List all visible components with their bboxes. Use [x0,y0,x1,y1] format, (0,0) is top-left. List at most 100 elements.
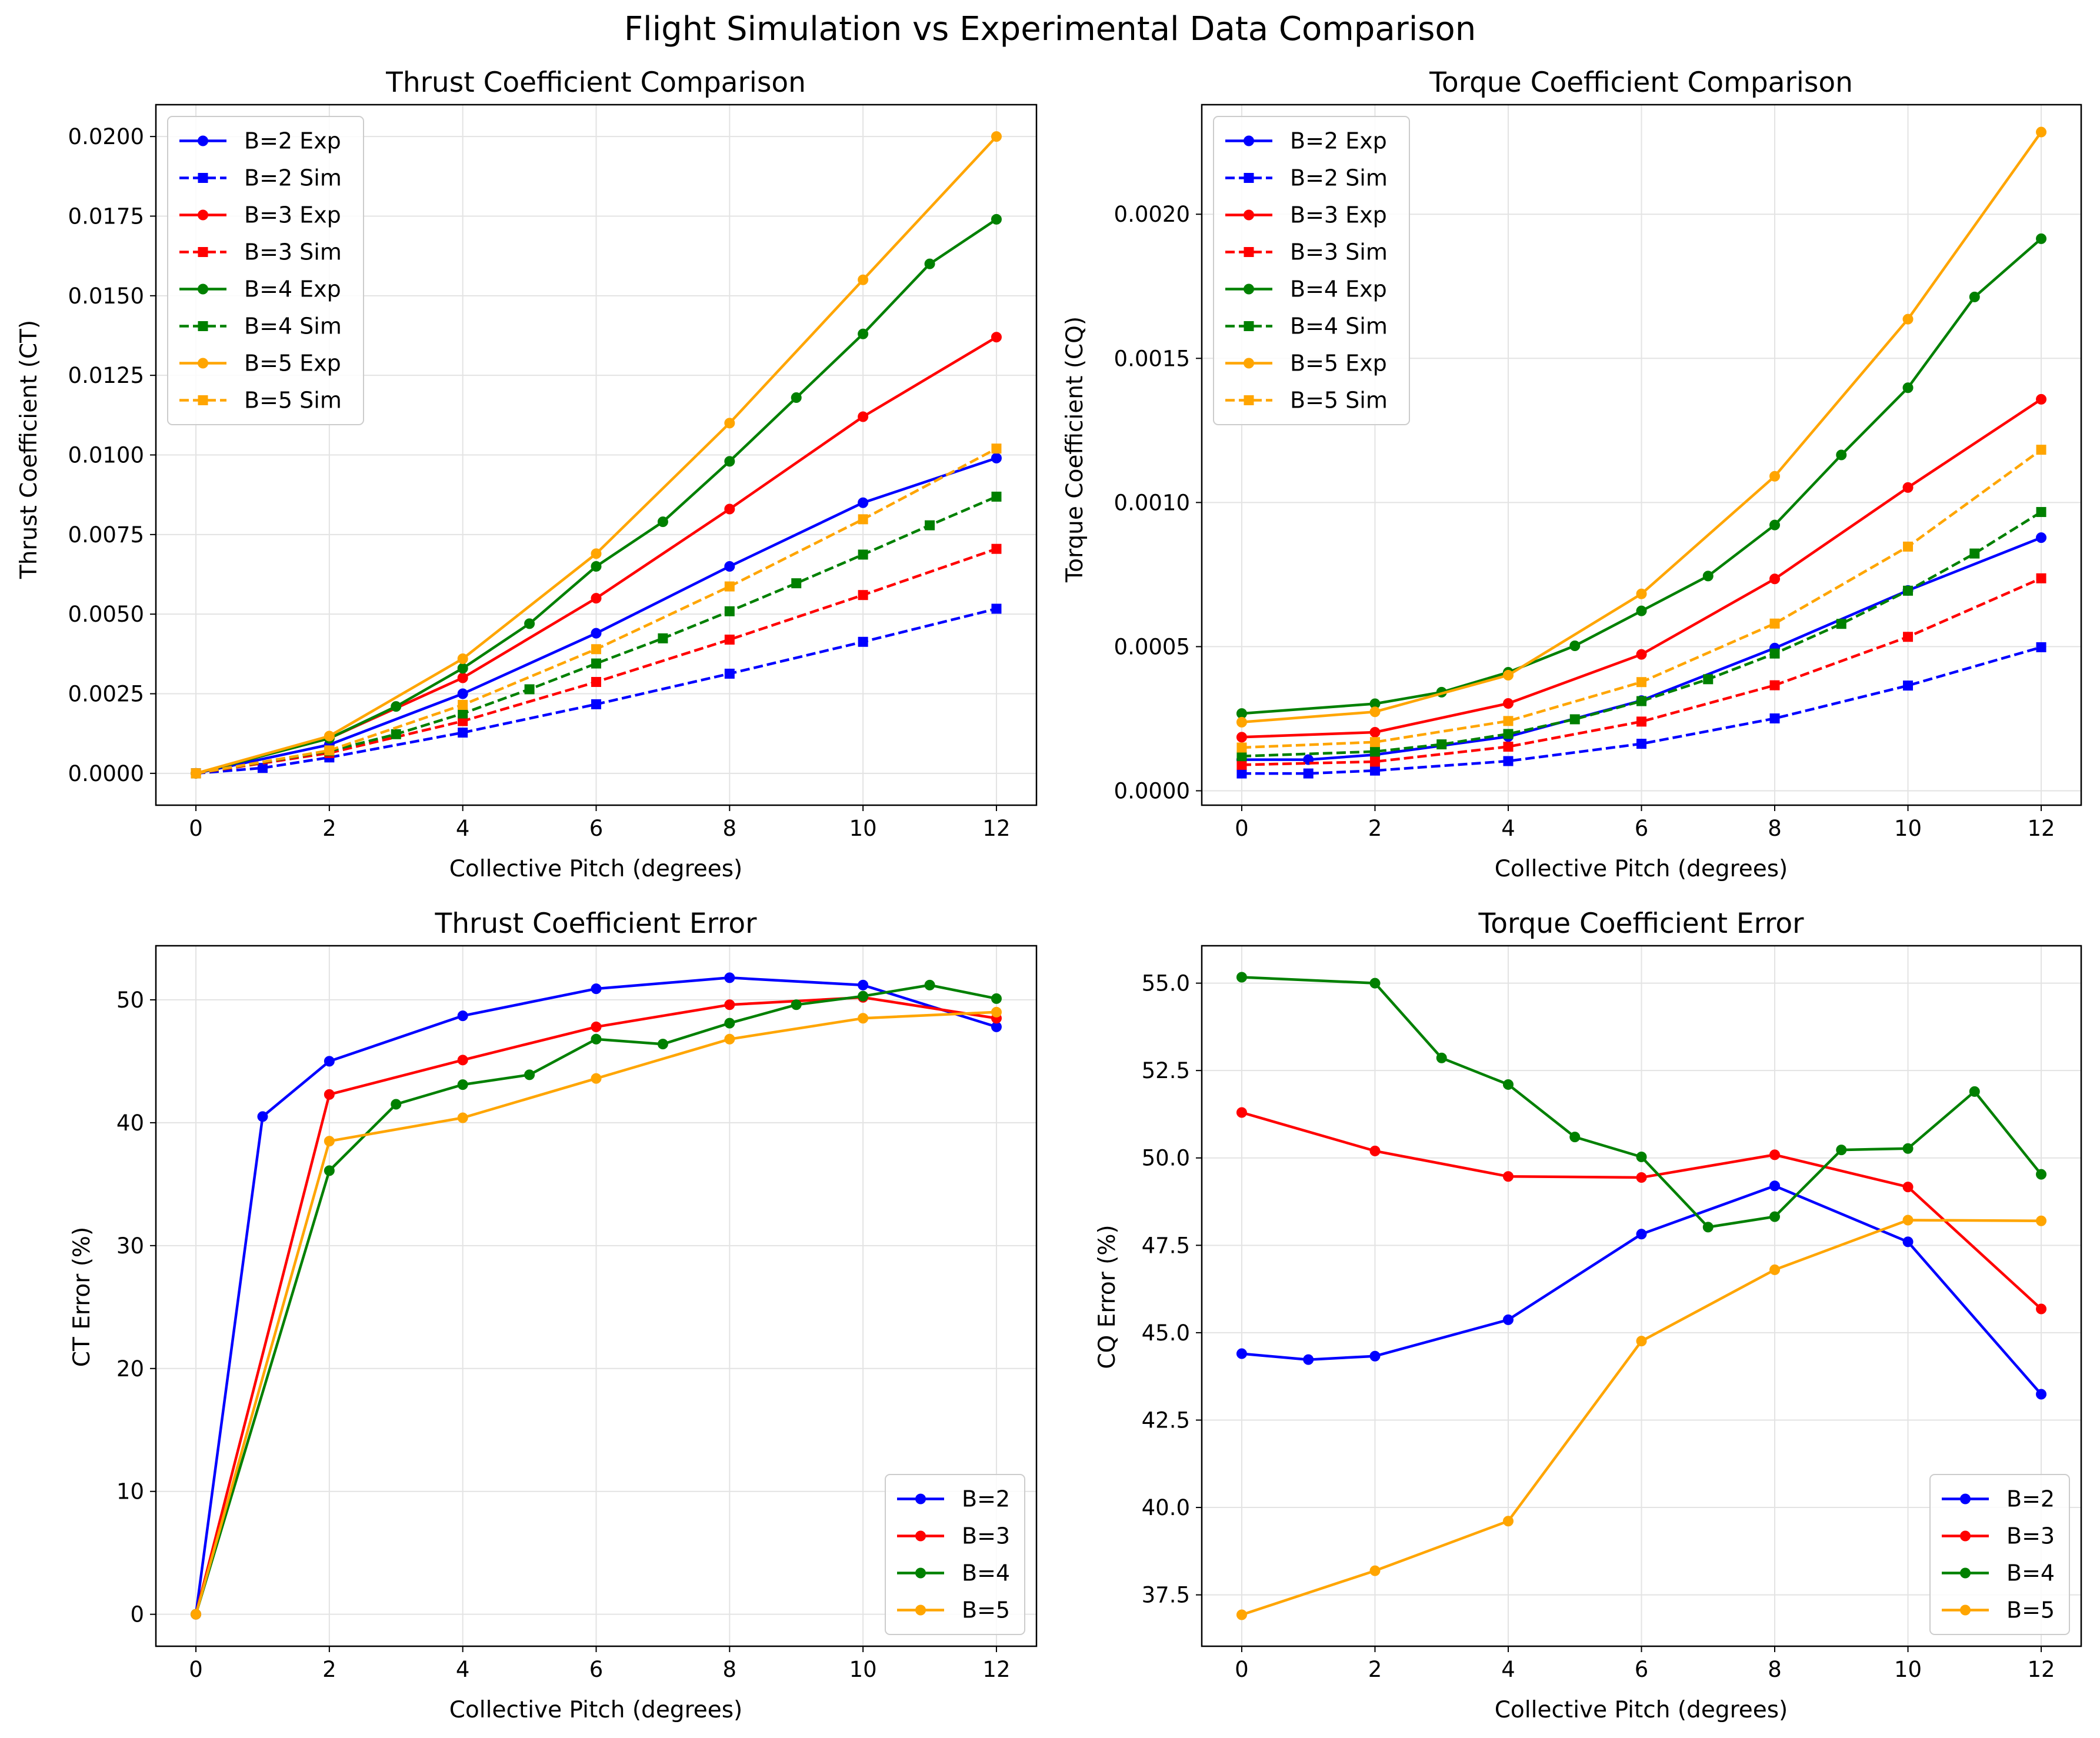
axes-frame [1201,104,2082,806]
data-point [1502,669,1514,680]
legend-swatch-marker [1244,173,1254,183]
axis-ticks: 0 2 4 6 8 10 12 0.0000 0.0005 0.0010 0.0015 0.0020 [1114,202,2055,841]
legend-label: B=3 [2006,1523,2055,1549]
data-point [1236,1348,1247,1359]
y-tick-label: 10 [116,1479,144,1505]
series-line [194,976,997,1614]
panel-title: Thrust Coefficient Error [435,908,758,940]
data-point [591,561,602,572]
data-point [1503,742,1514,752]
legend-swatch-marker [915,1604,926,1616]
data-point [1236,716,1247,728]
data-point [2036,532,2047,543]
x-tick-label: 10 [849,1657,877,1682]
data-point [1636,716,1646,727]
panel-title: Torque Coefficient Error [1478,908,1805,940]
data-point [1369,756,1380,767]
legend-label: B=4 [962,1560,1010,1586]
x-tick-label: 6 [1635,1657,1649,1682]
data-point [724,634,735,645]
data-point [658,633,668,643]
legend-item: B=2 Exp [179,128,341,154]
legend-label: B=5 [2006,1597,2055,1623]
data-point [591,983,602,995]
data-point [2036,1389,2047,1400]
series-b-5 [1236,1215,2047,1620]
legend-item: B=3 Sim [1225,239,1388,265]
y-tick-label: 50.0 [1142,1146,1190,1171]
legend-swatch-marker [198,395,208,405]
data-point [724,1033,735,1045]
data-point [1369,978,1381,989]
legend-swatch-marker [1244,321,1254,331]
legend-label: B=2 Sim [244,165,342,191]
data-point [1569,640,1581,651]
legend-label: B=3 Sim [1290,239,1388,265]
data-point [724,1018,735,1029]
axis-ticks: 0 2 4 6 8 10 12 37.5 40.0 42.5 45.0 47.5 50.0 52.5 55.… [1142,971,2055,1682]
x-tick-label: 8 [723,816,737,841]
data-point [991,993,1002,1004]
figure-suptitle: Flight Simulation vs Experimental Data C… [624,10,1476,48]
series-b-5 [191,1006,1002,1620]
data-point [1702,1222,1714,1233]
data-point [1836,1145,1847,1156]
y-tick-label: 0.0005 [1114,634,1190,659]
y-tick-label: 0.0000 [68,761,144,786]
legend-label: B=5 Sim [1290,388,1388,413]
y-axis-label: CT Error (%) [69,1227,95,1367]
data-point [1636,1336,1647,1347]
data-point [1769,519,1781,531]
data-point [1769,1149,1781,1160]
data-point [858,990,869,1002]
legend-label: B=4 Sim [1290,313,1388,339]
series-line [195,218,998,775]
data-series [1236,126,2047,779]
data-point [1902,1236,1914,1247]
data-point [1769,618,1780,629]
data-point [591,593,602,604]
data-point [1903,541,1914,552]
data-point [324,1136,335,1147]
torque-coefficient-comparison-panel: Torque Coefficient Comparison Collective… [1062,66,2082,882]
legend-swatch-marker [198,135,208,146]
data-point [1502,1079,1514,1090]
data-point [791,392,802,403]
y-tick-label: 52.5 [1142,1058,1190,1083]
x-tick-label: 12 [2027,1657,2055,1682]
data-point [324,745,335,756]
data-point [457,653,468,664]
y-tick-label: 40 [116,1110,144,1136]
y-tick-label: 0.0175 [68,204,144,229]
data-point [1236,1107,1247,1118]
series-line [195,495,997,775]
data-point [1502,1314,1514,1325]
data-point [991,1006,1002,1018]
data-point [724,456,735,467]
series-line [195,607,997,775]
data-point [858,411,869,422]
data-point [991,443,1002,454]
x-tick-label: 10 [1894,816,1922,841]
data-point [991,452,1002,463]
data-point [858,979,869,990]
legend-label: B=5 Exp [1290,351,1387,376]
data-point [1569,714,1580,725]
data-point [858,549,868,560]
data-point [1836,619,1846,629]
series-b-3-sim [1236,573,2046,770]
data-point [457,688,468,699]
data-point [991,491,1002,502]
legend-label: B=2 Exp [1290,128,1387,154]
y-tick-label: 55.0 [1142,971,1190,996]
data-point [1769,680,1780,690]
x-axis-label: Collective Pitch (degrees) [1495,856,1788,882]
data-point [1636,677,1646,688]
data-point [524,618,535,629]
y-tick-label: 0.0010 [1114,490,1190,515]
data-point [591,658,601,669]
x-tick-label: 8 [1768,816,1782,841]
data-point [457,1055,468,1066]
data-point [1369,746,1380,757]
data-point [391,729,401,739]
